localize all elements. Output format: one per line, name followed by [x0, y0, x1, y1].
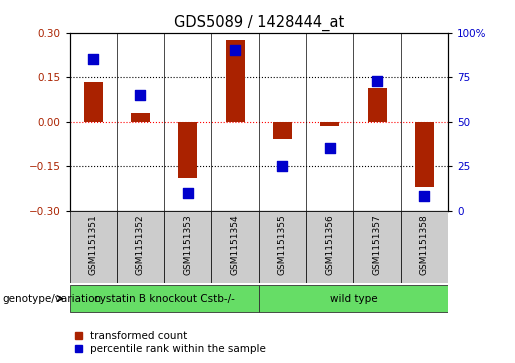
- Text: GSM1151357: GSM1151357: [372, 214, 382, 275]
- Bar: [70, 211, 117, 283]
- Point: [184, 190, 192, 196]
- Point: [420, 193, 428, 199]
- Text: GSM1151354: GSM1151354: [231, 214, 239, 275]
- Bar: [273, 122, 292, 139]
- Point: [325, 145, 334, 151]
- Bar: [415, 122, 434, 187]
- Bar: [259, 285, 448, 313]
- Point: [89, 56, 97, 62]
- Bar: [320, 122, 339, 126]
- Legend: transformed count, percentile rank within the sample: transformed count, percentile rank withi…: [75, 331, 266, 354]
- Bar: [84, 82, 102, 122]
- Text: GSM1151351: GSM1151351: [89, 214, 98, 275]
- Text: GSM1151352: GSM1151352: [136, 214, 145, 275]
- Point: [231, 48, 239, 53]
- Bar: [401, 211, 448, 283]
- Text: GSM1151356: GSM1151356: [325, 214, 334, 275]
- Text: GSM1151353: GSM1151353: [183, 214, 192, 275]
- Text: wild type: wild type: [330, 294, 377, 303]
- Bar: [353, 211, 401, 283]
- Text: cystatin B knockout Cstb-/-: cystatin B knockout Cstb-/-: [94, 294, 235, 303]
- Bar: [226, 40, 245, 122]
- Point: [136, 92, 145, 98]
- Point: [373, 78, 381, 83]
- Bar: [178, 122, 197, 178]
- Point: [278, 163, 286, 169]
- Bar: [368, 87, 387, 122]
- Bar: [117, 211, 164, 283]
- Text: GSM1151355: GSM1151355: [278, 214, 287, 275]
- Bar: [212, 211, 259, 283]
- Text: genotype/variation: genotype/variation: [3, 294, 101, 303]
- Bar: [70, 285, 259, 313]
- Bar: [131, 113, 150, 122]
- Bar: [306, 211, 353, 283]
- Bar: [164, 211, 212, 283]
- Text: GSM1151358: GSM1151358: [420, 214, 429, 275]
- Bar: [259, 211, 306, 283]
- Title: GDS5089 / 1428444_at: GDS5089 / 1428444_at: [174, 15, 344, 31]
